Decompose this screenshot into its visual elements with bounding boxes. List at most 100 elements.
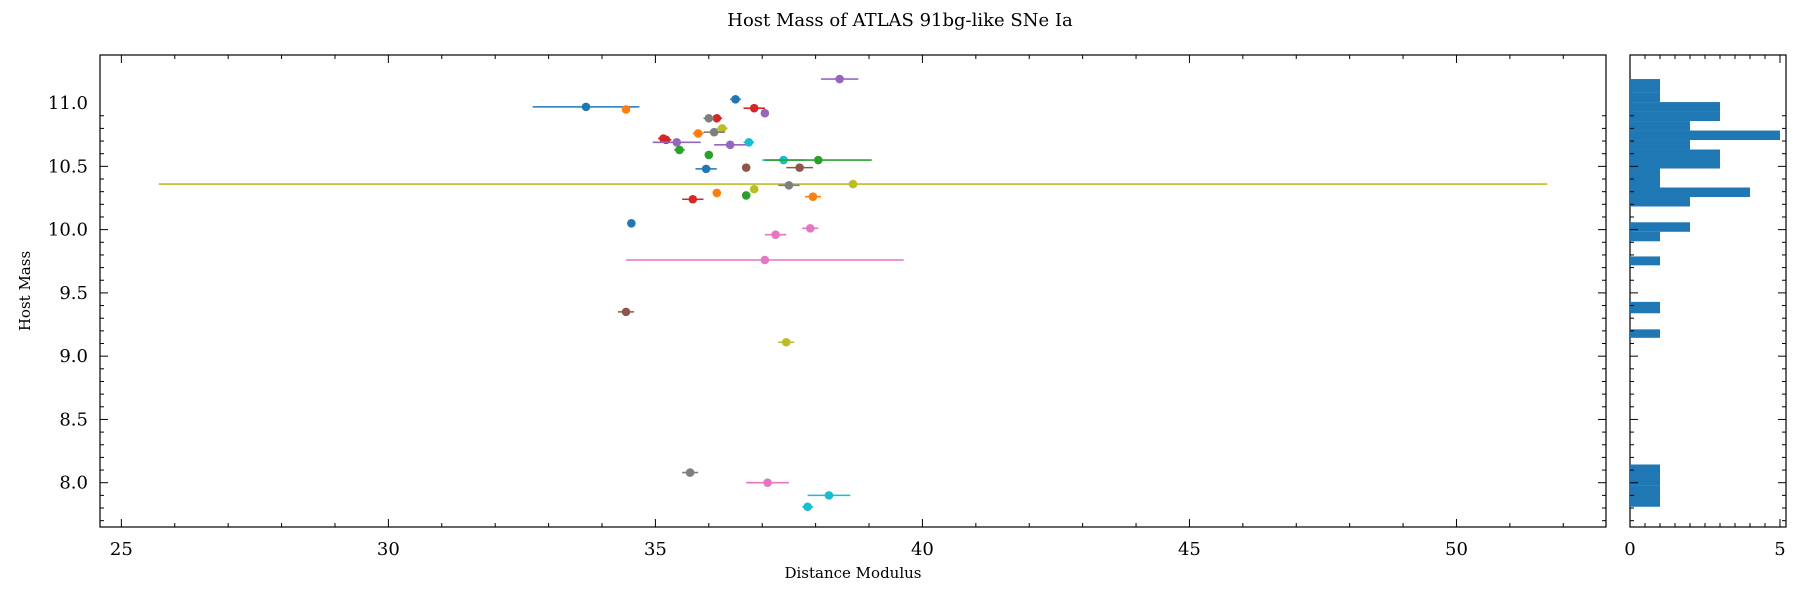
data-point-0: [532, 102, 640, 112]
x-tick-label: 35: [644, 539, 667, 560]
histogram-bar-19: [1630, 79, 1660, 93]
point-marker: [704, 113, 714, 123]
chart-title: Host Mass of ATLAS 91bg-like SNe Ia: [727, 10, 1073, 31]
y-tick-label: 10.0: [48, 220, 88, 241]
point-marker: [848, 179, 858, 189]
histogram-bar-15: [1630, 121, 1690, 131]
point-marker: [717, 124, 727, 133]
y-axis-title: Host Mass: [16, 251, 34, 331]
y-tick-label: 9.0: [59, 346, 88, 367]
data-point-25: [749, 184, 759, 194]
point-marker: [685, 468, 695, 477]
point-marker: [741, 191, 751, 200]
main-y-ticks: 8.0 8.5 9.0 9.5 10.0 10.5 11.0: [48, 93, 1606, 522]
data-point-38: [807, 491, 851, 500]
data-point-37: [746, 478, 789, 488]
point-marker: [712, 113, 722, 123]
point-marker: [835, 74, 844, 84]
data-point-26: [712, 188, 722, 198]
point-marker: [784, 181, 794, 190]
point-marker: [808, 192, 818, 202]
histogram-bar-13: [1630, 140, 1690, 150]
hist-x-tick-label: 0: [1624, 539, 1635, 560]
point-marker: [741, 163, 751, 172]
point-marker: [771, 230, 780, 239]
data-point-2: [730, 94, 741, 104]
point-marker: [672, 138, 682, 147]
data-point-5: [760, 108, 770, 118]
data-point-27: [741, 191, 751, 200]
histogram-bar-6: [1630, 222, 1690, 232]
scatter-points: [158, 74, 1548, 512]
histogram-bar-17: [1630, 102, 1720, 112]
data-point-21: [741, 163, 751, 172]
data-point-7: [703, 113, 715, 123]
data-point-15: [714, 140, 747, 150]
histogram-frame: [1629, 54, 1787, 528]
data-point-23: [158, 179, 1548, 189]
data-point-4: [743, 103, 765, 113]
data-point-16: [674, 145, 685, 155]
histogram-bar-0: [1630, 485, 1660, 507]
data-point-30: [627, 219, 636, 228]
point-marker: [712, 188, 722, 198]
histogram-bar-10: [1630, 168, 1660, 178]
data-point-39: [802, 502, 813, 512]
point-marker: [744, 138, 754, 147]
point-marker: [795, 163, 804, 172]
hist-x-tick-label: 5: [1774, 539, 1785, 560]
data-point-9: [692, 129, 704, 138]
point-marker: [805, 224, 815, 233]
point-marker: [627, 219, 636, 228]
histogram-bar-14: [1630, 130, 1780, 141]
main-x-ticks: 25 30 35 40 45 50: [110, 55, 1564, 560]
point-marker: [704, 150, 714, 160]
y-tick-label: 11.0: [48, 93, 88, 114]
data-point-1: [621, 105, 631, 114]
data-point-24: [778, 181, 800, 190]
point-marker: [824, 491, 834, 500]
data-point-29: [682, 194, 704, 204]
y-tick-label: 8.5: [59, 409, 88, 430]
histogram-bars: [1630, 79, 1780, 507]
data-point-36: [682, 468, 699, 477]
x-tick-label: 50: [1445, 539, 1468, 560]
point-marker: [749, 103, 759, 113]
histogram-bar-9: [1630, 177, 1660, 188]
histogram-bar-16: [1630, 111, 1720, 122]
y-tick-label: 8.0: [59, 473, 88, 494]
data-point-20: [695, 164, 717, 174]
point-marker: [760, 255, 770, 265]
data-point-8: [716, 124, 728, 133]
data-point-19: [764, 155, 872, 165]
point-marker: [760, 108, 770, 118]
histogram-bar-5: [1630, 231, 1660, 242]
histogram-bar-1: [1630, 464, 1660, 486]
x-tick-label: 30: [377, 539, 400, 560]
histogram-bar-3: [1630, 301, 1660, 314]
point-marker: [621, 307, 631, 317]
data-point-17: [704, 150, 714, 160]
point-marker: [725, 140, 735, 150]
point-marker: [749, 184, 759, 194]
point-marker: [709, 127, 719, 137]
data-point-10: [703, 127, 725, 137]
histogram-bar-12: [1630, 149, 1720, 160]
point-marker: [701, 164, 711, 174]
x-tick-label: 25: [110, 539, 133, 560]
data-point-22: [786, 163, 813, 172]
data-point-33: [626, 255, 904, 265]
point-marker: [763, 478, 772, 488]
histogram-bar-7: [1630, 196, 1690, 207]
point-marker: [693, 129, 703, 138]
y-tick-label: 9.5: [59, 283, 88, 304]
x-axis-title: Distance Modulus: [784, 564, 921, 582]
point-marker: [688, 194, 698, 204]
data-point-13: [652, 138, 701, 147]
data-point-34: [618, 307, 635, 317]
point-marker: [813, 155, 823, 165]
